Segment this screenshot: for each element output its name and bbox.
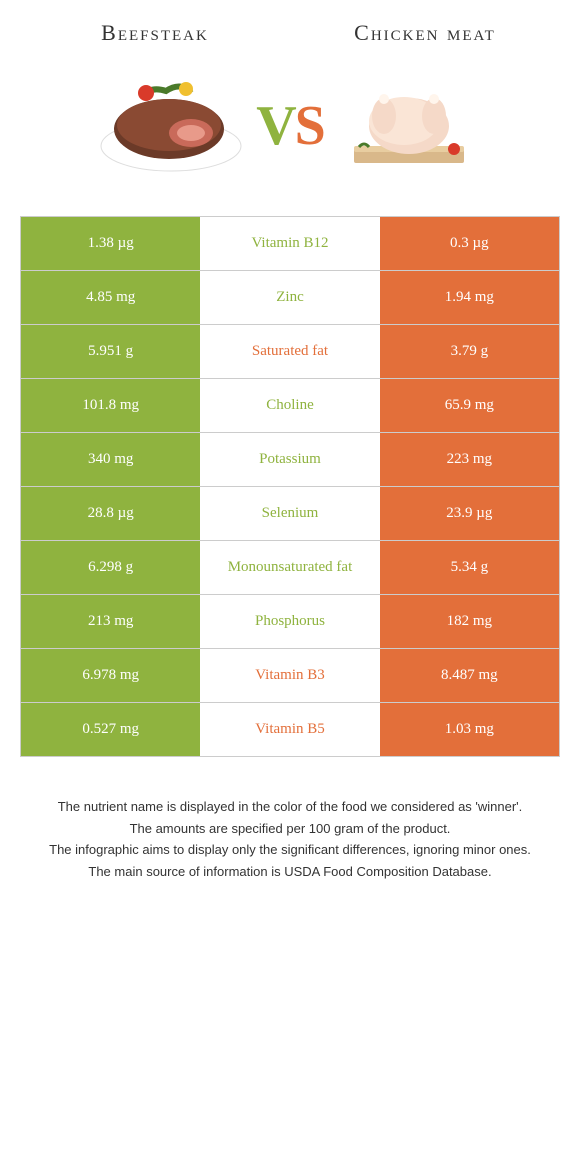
vs-label: VS [256, 94, 324, 158]
footnotes: The nutrient name is displayed in the co… [0, 757, 580, 903]
left-value: 340 mg [21, 433, 200, 486]
nutrient-name: Vitamin B5 [200, 703, 379, 756]
left-value: 1.38 µg [21, 217, 200, 270]
right-value: 223 mg [380, 433, 559, 486]
left-value: 4.85 mg [21, 271, 200, 324]
table-row: 28.8 µgSelenium23.9 µg [21, 487, 559, 541]
right-value: 23.9 µg [380, 487, 559, 540]
right-food-title: Chicken meat [290, 20, 560, 46]
vs-row: VS [0, 56, 580, 216]
beefsteak-image [86, 66, 256, 186]
table-row: 0.527 mgVitamin B51.03 mg [21, 703, 559, 756]
nutrient-name: Vitamin B12 [200, 217, 379, 270]
table-row: 6.978 mgVitamin B38.487 mg [21, 649, 559, 703]
left-value: 213 mg [21, 595, 200, 648]
right-value: 8.487 mg [380, 649, 559, 702]
nutrient-name: Selenium [200, 487, 379, 540]
nutrient-name: Vitamin B3 [200, 649, 379, 702]
table-row: 6.298 gMonounsaturated fat5.34 g [21, 541, 559, 595]
right-value: 3.79 g [380, 325, 559, 378]
right-value: 1.03 mg [380, 703, 559, 756]
footnote-line: The infographic aims to display only the… [30, 840, 550, 860]
nutrient-table: 1.38 µgVitamin B120.3 µg4.85 mgZinc1.94 … [20, 216, 560, 757]
left-value: 6.978 mg [21, 649, 200, 702]
left-value: 6.298 g [21, 541, 200, 594]
table-row: 1.38 µgVitamin B120.3 µg [21, 217, 559, 271]
left-food-title: Beefsteak [20, 20, 290, 46]
header: Beefsteak Chicken meat [0, 0, 580, 56]
left-value: 0.527 mg [21, 703, 200, 756]
nutrient-name: Zinc [200, 271, 379, 324]
nutrient-name: Monounsaturated fat [200, 541, 379, 594]
left-value: 101.8 mg [21, 379, 200, 432]
right-value: 65.9 mg [380, 379, 559, 432]
nutrient-name: Saturated fat [200, 325, 379, 378]
table-row: 5.951 gSaturated fat3.79 g [21, 325, 559, 379]
right-value: 182 mg [380, 595, 559, 648]
left-value: 28.8 µg [21, 487, 200, 540]
footnote-line: The main source of information is USDA F… [30, 862, 550, 882]
vs-v: V [256, 94, 294, 158]
chicken-image [324, 66, 494, 186]
footnote-line: The amounts are specified per 100 gram o… [30, 819, 550, 839]
table-row: 213 mgPhosphorus182 mg [21, 595, 559, 649]
nutrient-name: Choline [200, 379, 379, 432]
right-value: 5.34 g [380, 541, 559, 594]
table-row: 101.8 mgCholine65.9 mg [21, 379, 559, 433]
footnote-line: The nutrient name is displayed in the co… [30, 797, 550, 817]
vs-s: S [295, 94, 324, 158]
table-row: 340 mgPotassium223 mg [21, 433, 559, 487]
table-row: 4.85 mgZinc1.94 mg [21, 271, 559, 325]
nutrient-name: Phosphorus [200, 595, 379, 648]
left-value: 5.951 g [21, 325, 200, 378]
nutrient-name: Potassium [200, 433, 379, 486]
right-value: 1.94 mg [380, 271, 559, 324]
right-value: 0.3 µg [380, 217, 559, 270]
